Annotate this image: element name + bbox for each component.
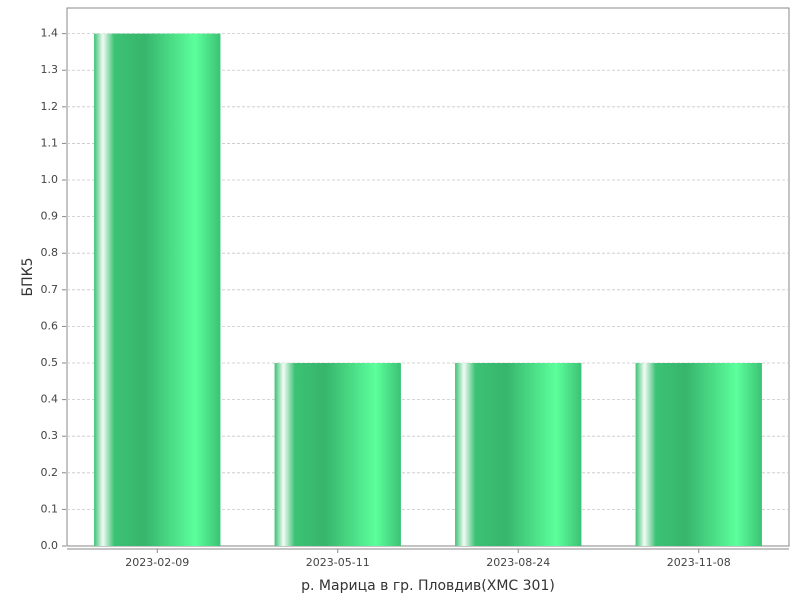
y-tick-label: 1.1 — [41, 136, 59, 149]
bar — [635, 363, 762, 546]
bar — [455, 363, 582, 546]
y-tick-label: 0.3 — [41, 429, 59, 442]
y-axis-label: БПК5 — [20, 258, 36, 297]
y-tick-label: 0.5 — [41, 356, 59, 369]
x-tick-label: 2023-02-09 — [125, 556, 189, 569]
bar — [94, 33, 221, 547]
y-tick-label: 0.8 — [41, 246, 59, 259]
y-tick-label: 1.3 — [41, 63, 59, 76]
y-tick-label: 1.2 — [41, 100, 59, 113]
y-tick-label: 0.4 — [41, 393, 59, 406]
y-tick-label: 0.1 — [41, 502, 59, 515]
y-tick-label: 0.6 — [41, 319, 59, 332]
x-tick-label: 2023-11-08 — [667, 556, 731, 569]
y-tick-label: 0.2 — [41, 466, 59, 479]
y-tick-label: 1.4 — [41, 27, 59, 40]
x-tick-label: 2023-08-24 — [486, 556, 550, 569]
x-tick-label: 2023-05-11 — [306, 556, 370, 569]
bar — [274, 363, 401, 546]
y-tick-label: 0.9 — [41, 210, 59, 223]
x-axis-label: р. Марица в гр. Пловдив(ХМС 301) — [301, 578, 555, 594]
y-tick-label: 1.0 — [41, 173, 59, 186]
y-tick-label: 0.7 — [41, 283, 59, 296]
y-tick-label: 0.0 — [41, 539, 59, 552]
